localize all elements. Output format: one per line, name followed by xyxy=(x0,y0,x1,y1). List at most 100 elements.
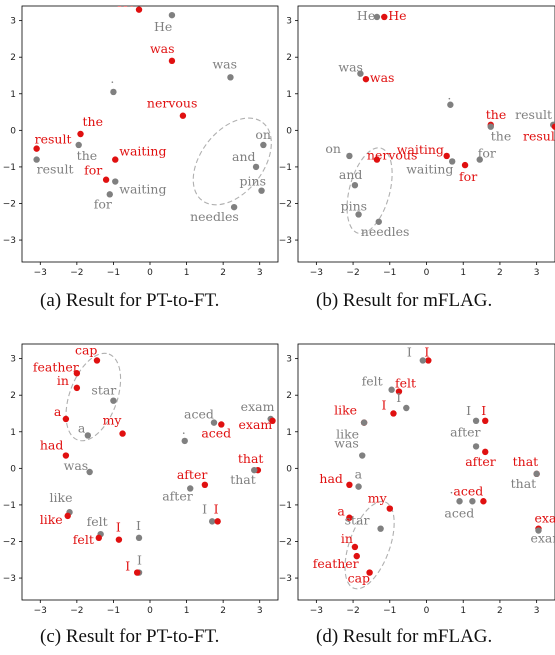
y-tick-label: 1 xyxy=(286,90,292,100)
point-label: nervous xyxy=(367,148,417,163)
y-tick-label: −2 xyxy=(279,199,292,209)
scatter-point xyxy=(449,158,456,165)
point-label: on xyxy=(325,141,341,156)
point-label: feather xyxy=(313,556,359,571)
point-label: after xyxy=(465,454,495,469)
point-label: . xyxy=(182,422,186,437)
point-label: waiting xyxy=(119,144,166,159)
scatter-point xyxy=(210,419,218,426)
scatter-point xyxy=(353,552,360,560)
y-tick-label: 3 xyxy=(286,355,292,365)
scatter-point xyxy=(351,543,359,551)
y-tick-label: 0 xyxy=(286,126,292,136)
point-label: that xyxy=(238,451,264,466)
point-label: had xyxy=(40,438,64,453)
scatter-point xyxy=(106,191,113,198)
point-label: cap xyxy=(75,342,97,357)
point-label: on xyxy=(255,127,271,142)
scatter-point xyxy=(362,75,370,83)
point-label: waiting xyxy=(397,142,444,157)
point-label: felt xyxy=(87,514,108,529)
scatter-point xyxy=(64,512,71,520)
y-tick-label: 3 xyxy=(10,355,16,365)
point-label: my xyxy=(103,413,123,428)
point-label: aced xyxy=(201,425,231,440)
scatter-point xyxy=(73,384,81,392)
scatter-point xyxy=(551,123,555,130)
scatter-point xyxy=(93,357,101,364)
y-tick-label: −2 xyxy=(3,199,16,209)
caption-a: (a) Result for PT-to-FT. xyxy=(40,290,220,311)
scatter-point xyxy=(179,112,187,119)
point-label: He xyxy=(117,0,135,10)
x-tick-label: −3 xyxy=(310,606,323,616)
x-tick-label: −3 xyxy=(34,268,47,278)
scatter-point xyxy=(425,357,432,364)
y-tick-label: 0 xyxy=(10,126,16,136)
scatter-point xyxy=(351,182,359,189)
caption-c: (c) Result for PT-to-FT. xyxy=(40,626,220,647)
point-label: exam xyxy=(239,417,273,432)
scatter-point xyxy=(269,417,276,424)
point-label: after xyxy=(162,488,192,503)
point-label: I xyxy=(125,559,130,574)
y-tick-label: 0 xyxy=(286,464,292,474)
scatter-point xyxy=(476,156,483,163)
scatter-point xyxy=(388,386,395,393)
point-label: for xyxy=(459,169,477,184)
point-label: I xyxy=(481,403,486,418)
cluster-ellipse xyxy=(346,147,393,235)
point-label: for xyxy=(94,196,112,211)
point-label: and xyxy=(232,149,256,164)
scatter-point xyxy=(346,152,353,160)
x-tick-label: 0 xyxy=(147,268,153,278)
point-label: was xyxy=(150,41,175,56)
y-tick-label: 2 xyxy=(286,53,292,63)
y-tick-label: −3 xyxy=(3,236,16,246)
scatter-point xyxy=(390,410,397,417)
scatter-point xyxy=(181,437,188,445)
point-label: I xyxy=(424,344,429,359)
point-label: a xyxy=(54,404,62,419)
point-label: pins xyxy=(341,198,367,213)
scatter-point xyxy=(86,468,93,476)
scatter-point xyxy=(84,432,92,439)
point-label: like xyxy=(336,427,359,442)
point-label: the xyxy=(83,114,103,129)
point-label: . xyxy=(447,88,451,103)
scatter-point xyxy=(359,452,366,459)
x-tick-label: 1 xyxy=(184,268,190,278)
y-tick-label: 1 xyxy=(10,90,16,100)
caption-b: (b) Result for mFLAG. xyxy=(316,290,493,311)
caption-d: (d) Result for mFLAG. xyxy=(316,626,493,647)
x-tick-label: 1 xyxy=(184,606,190,616)
point-label: I xyxy=(136,518,141,533)
point-label: a xyxy=(337,504,345,519)
point-label: I xyxy=(214,501,219,516)
point-label: result xyxy=(515,107,552,122)
scatter-point xyxy=(482,417,489,424)
point-label: was xyxy=(212,56,237,71)
point-label: aced xyxy=(444,505,474,520)
scatter-point xyxy=(535,527,542,534)
y-tick-label: 0 xyxy=(10,464,16,474)
scatter-point xyxy=(218,421,225,428)
scatter-point xyxy=(443,152,450,160)
point-label: waiting xyxy=(406,161,453,176)
scatter-point xyxy=(115,536,123,543)
x-tick-label: −3 xyxy=(310,268,323,278)
x-tick-label: −2 xyxy=(70,268,83,278)
x-tick-label: −1 xyxy=(383,606,396,616)
point-label: like xyxy=(334,403,357,418)
point-label: star xyxy=(91,383,116,398)
scatter-point xyxy=(33,145,40,152)
scatter-point xyxy=(386,505,393,512)
point-label: I xyxy=(466,403,471,418)
y-tick-label: 3 xyxy=(286,17,292,27)
x-tick-label: 2 xyxy=(497,606,503,616)
y-tick-label: 1 xyxy=(10,428,16,438)
point-label: exam xyxy=(530,531,555,546)
y-tick-label: −2 xyxy=(3,537,16,547)
